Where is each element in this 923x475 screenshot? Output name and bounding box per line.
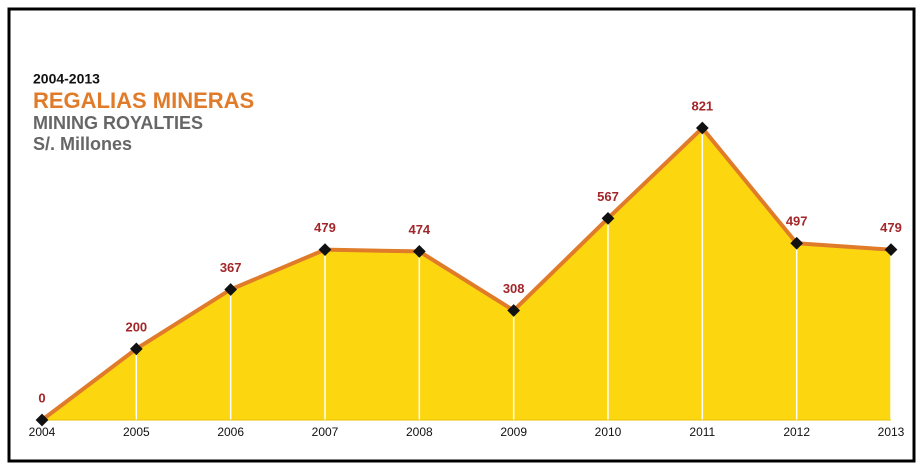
area-fill [42,128,891,420]
marker [318,243,332,257]
x-tick-label: 2004 [29,425,56,439]
chart-title: REGALIAS MINERAS [33,88,254,113]
x-tick-label: 2010 [595,425,622,439]
marker [224,283,238,296]
data-label: 479 [880,220,902,235]
x-tick-label: 2006 [217,425,244,439]
data-label: 200 [125,319,147,334]
data-label: 479 [314,220,336,235]
x-tick-label: 2013 [878,425,905,439]
data-label: 821 [691,98,713,113]
marker [35,413,49,427]
marker [129,342,143,356]
x-tick-label: 2012 [783,425,810,439]
period: 2004-2013 [33,71,100,87]
x-tick-label: 2009 [500,425,527,439]
unit-label: S/. Millones [33,134,132,154]
area-line [40,126,892,422]
x-tick-label: 2007 [312,425,339,439]
data-label: 567 [597,189,619,204]
chart-subtitle: MINING ROYALTIES [33,113,203,133]
data-label: 367 [220,260,242,275]
data-label: 308 [503,281,525,296]
data-label: 474 [408,222,430,237]
x-tick-label: 2008 [406,425,433,439]
x-tick-label: 2011 [689,425,715,439]
marker [412,245,426,258]
marker [507,304,521,317]
x-tick-label: 2005 [123,425,150,439]
data-label: 497 [786,214,808,229]
data-label: 0 [38,390,45,405]
